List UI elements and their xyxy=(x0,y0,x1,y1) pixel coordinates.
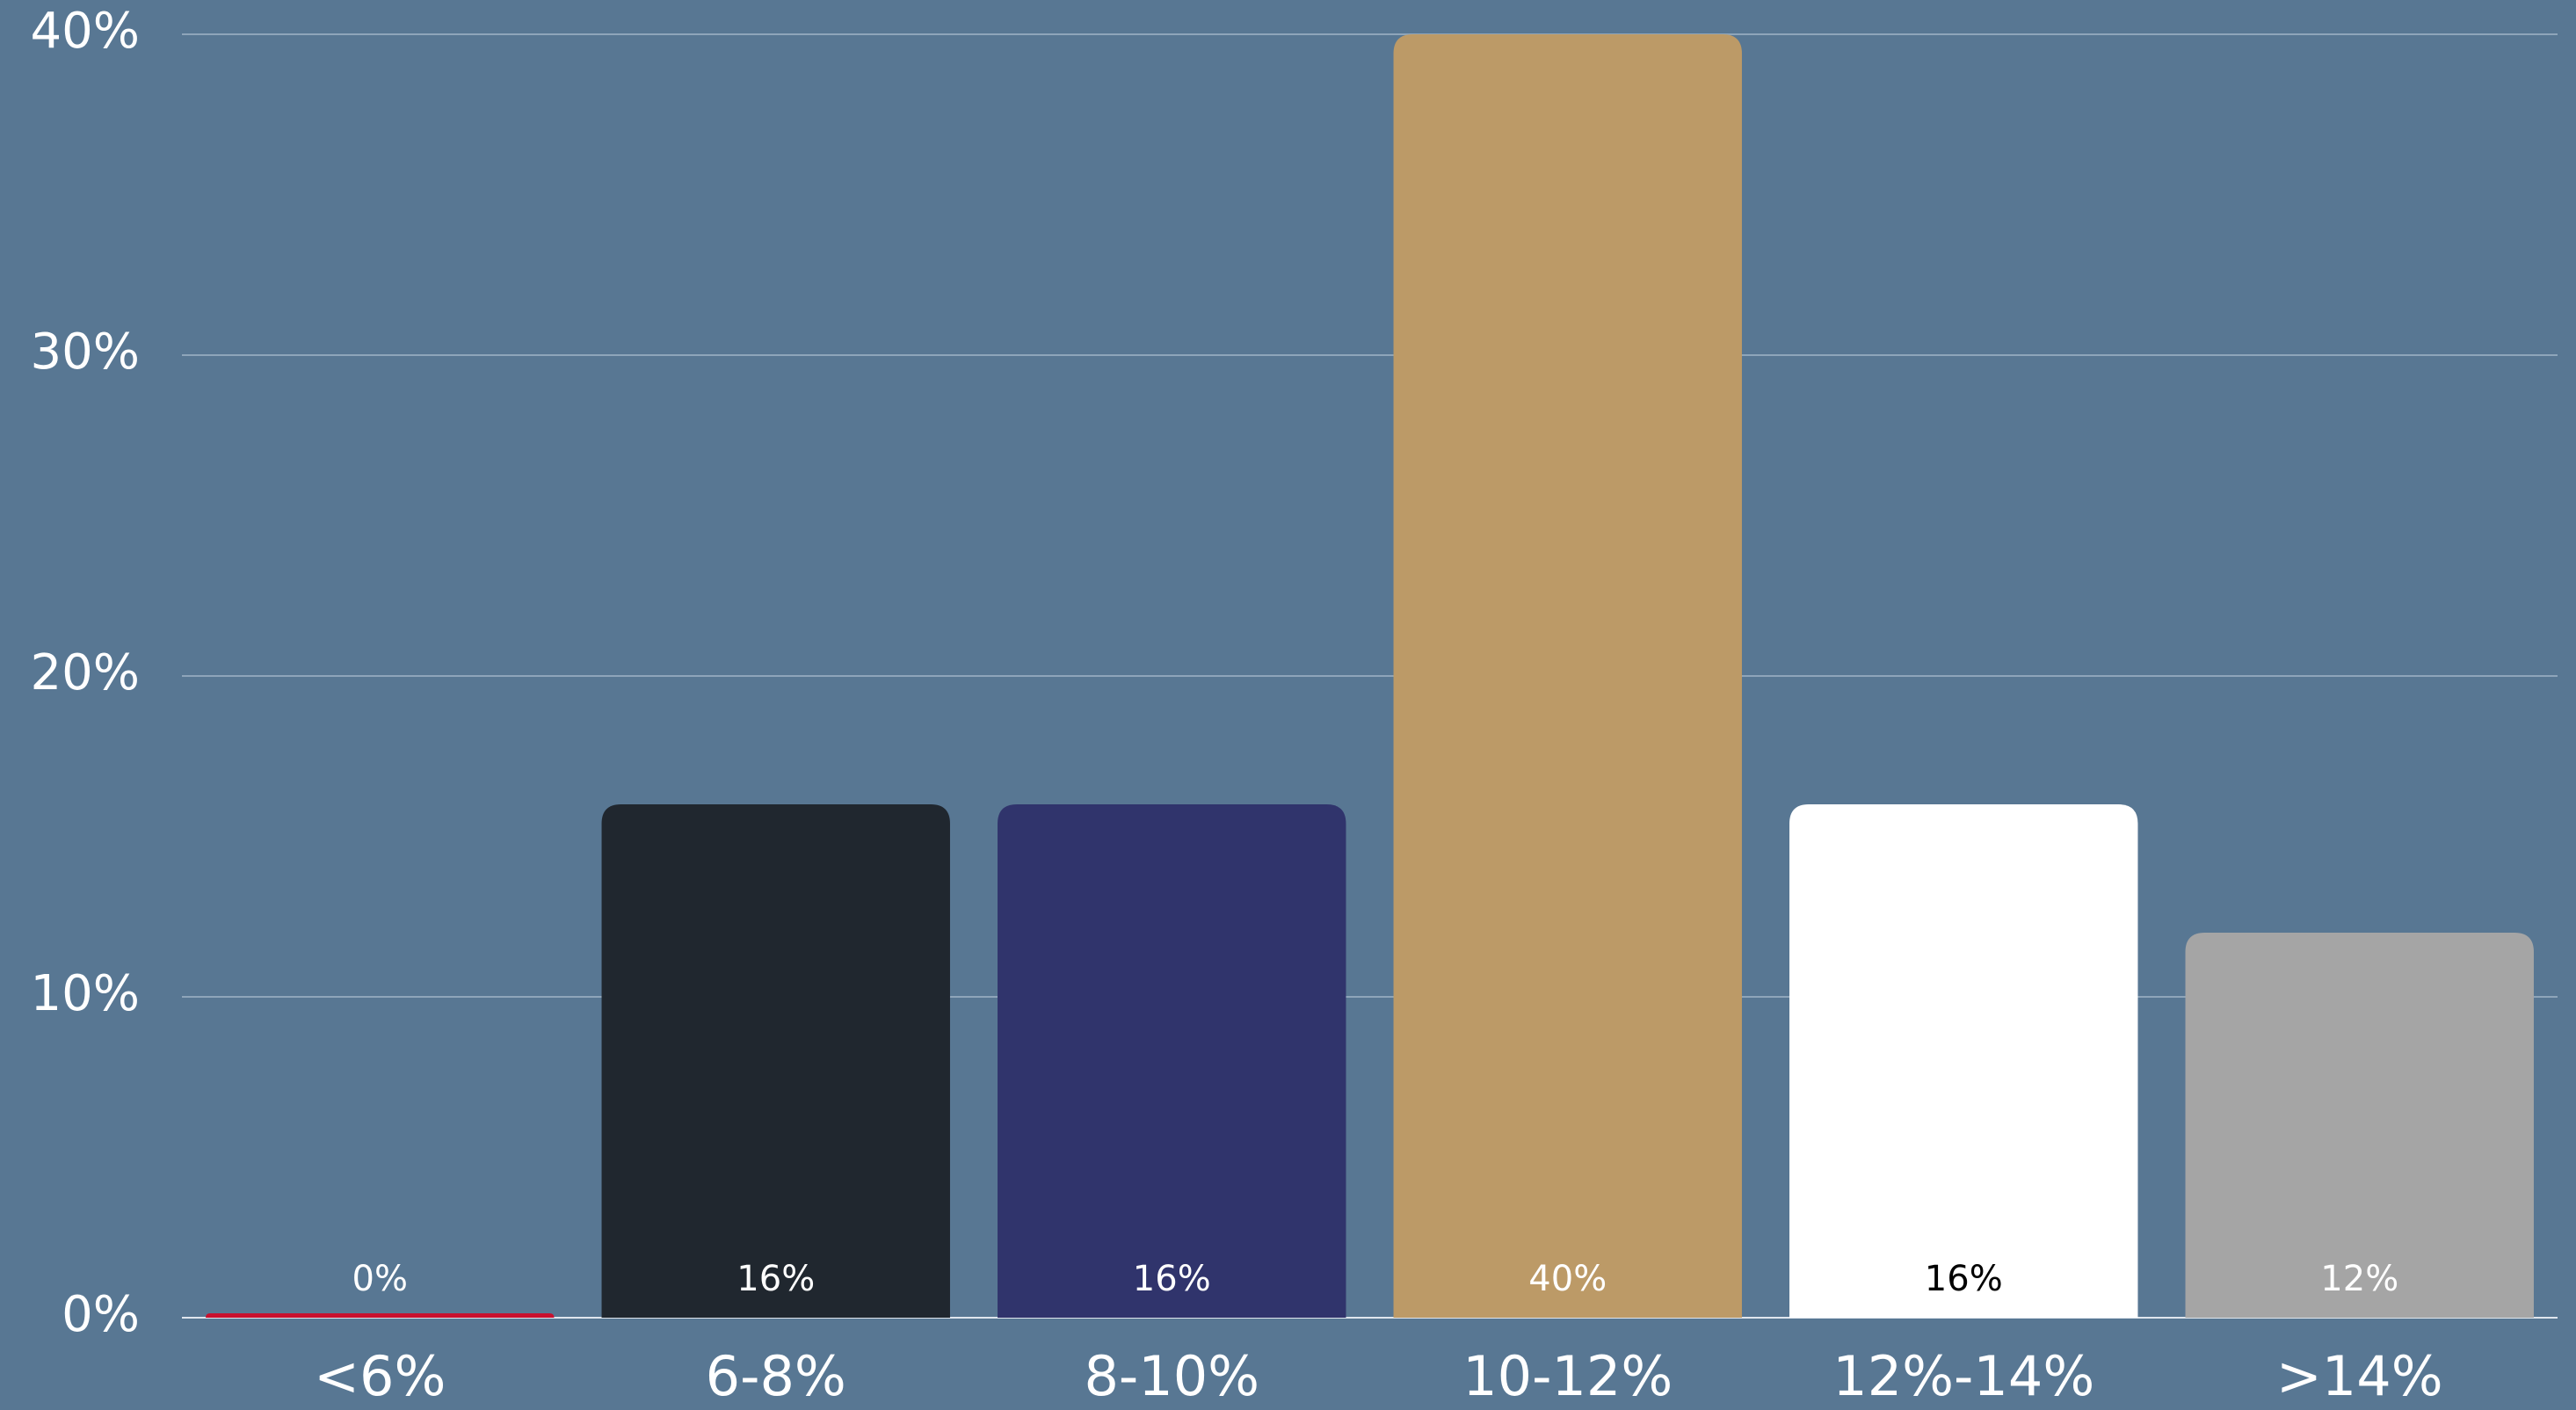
y-tick-label: 0% xyxy=(62,1286,140,1343)
bar xyxy=(1789,804,2138,1318)
y-tick-label: 30% xyxy=(31,323,140,381)
y-tick-label: 10% xyxy=(31,965,140,1022)
data-label: 16% xyxy=(1133,1259,1211,1299)
data-label: 12% xyxy=(2320,1259,2398,1299)
y-tick-label: 40% xyxy=(31,3,140,60)
data-label: 40% xyxy=(1528,1259,1607,1299)
x-tick-label: >14% xyxy=(2276,1344,2443,1408)
data-label: 16% xyxy=(1925,1259,2003,1299)
data-label: 0% xyxy=(352,1259,408,1299)
data-label: 16% xyxy=(737,1259,815,1299)
y-tick-label: 20% xyxy=(31,644,140,701)
x-tick-label: 12%-14% xyxy=(1832,1344,2094,1408)
x-tick-label: 10-12% xyxy=(1462,1344,1673,1408)
bar xyxy=(1393,34,1742,1318)
x-tick-label: 6-8% xyxy=(706,1344,846,1408)
bar xyxy=(206,1313,555,1318)
x-tick-label: 8-10% xyxy=(1084,1344,1259,1408)
x-tick-label: <6% xyxy=(314,1344,446,1408)
bar xyxy=(2185,933,2534,1318)
bar xyxy=(998,804,1346,1318)
bar xyxy=(601,804,950,1318)
